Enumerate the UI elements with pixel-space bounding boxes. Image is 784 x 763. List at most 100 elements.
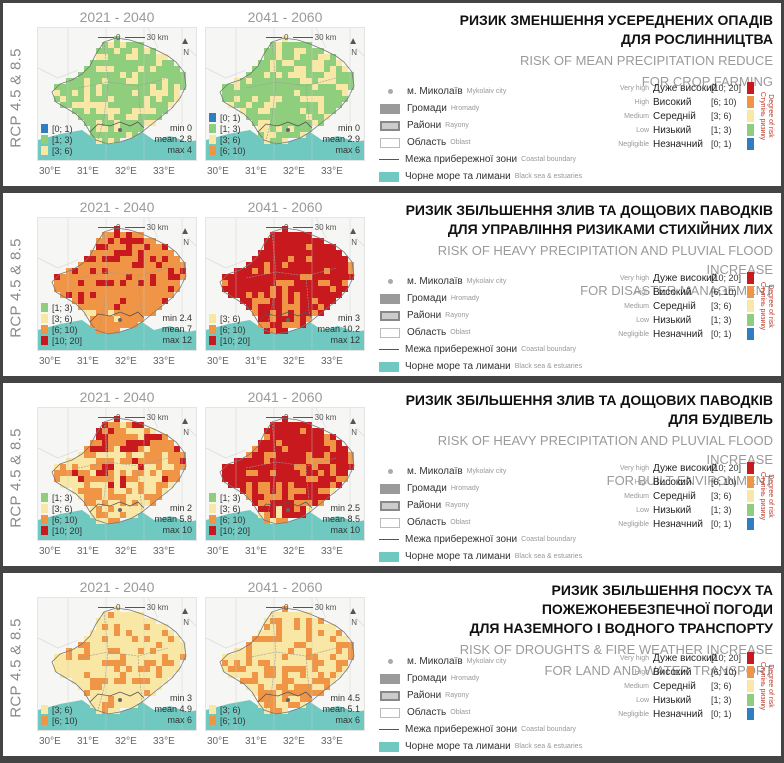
map-key-label-en: Oblast bbox=[450, 519, 471, 526]
risk-map[interactable]: 0 30 km ▲ N [0; 1) [1; 3) [3; 6) min 0 mean 2.8… bbox=[37, 27, 197, 161]
scale-label: 30 km bbox=[146, 33, 169, 42]
north-arrow-icon: ▲ bbox=[348, 416, 358, 427]
panel-titles: РИЗИК ЗМЕНШЕННЯ УСЕРЕДНЕНИХ ОПАДІВ ДЛЯ РО… bbox=[383, 11, 773, 91]
risk-cells bbox=[54, 606, 186, 714]
map-legend-item: [0; 1) bbox=[209, 112, 246, 123]
map-legend: [0; 1) [1; 3) [3; 6) [6; 10) bbox=[209, 112, 246, 156]
legend-label: [1; 3) bbox=[220, 123, 241, 134]
north-arrow-icon: ▲ bbox=[348, 606, 358, 617]
risk-level: Very high Дуже високий [10; 20] bbox=[607, 651, 773, 665]
legend-swatch bbox=[209, 705, 216, 714]
map-key-item: Чорне море та лимани Black sea & estuarie… bbox=[379, 738, 582, 755]
risk-level-swatch bbox=[747, 462, 754, 474]
map-key-item: Райони Rayony bbox=[379, 687, 539, 704]
legend-swatch bbox=[41, 146, 48, 155]
stat-line: mean 8.5 bbox=[322, 514, 360, 524]
legend-swatch bbox=[209, 716, 216, 725]
risk-level-range: [1; 3) bbox=[711, 505, 732, 515]
risk-map[interactable]: 0 30 km ▲ N [1; 3) [3; 6) [6; 10) [10; 20] min … bbox=[37, 407, 197, 541]
map-key-label: Область bbox=[407, 517, 447, 528]
map-legend: [1; 3) [3; 6) [6; 10) [10; 20] bbox=[41, 492, 82, 536]
legend-label: [6; 10) bbox=[220, 324, 246, 335]
map-key-label-en: Mykolaiv city bbox=[466, 88, 507, 95]
map-key-item: Область Oblast bbox=[379, 514, 539, 531]
sea-icon bbox=[379, 551, 399, 562]
risk-level-range: [10; 20] bbox=[711, 653, 742, 663]
risk-map[interactable]: 0 30 km ▲ N [3; 6) [6; 10) min 3 mean 4.9 max 6 bbox=[37, 597, 197, 731]
longitude-tick: 33°E bbox=[153, 546, 175, 557]
scale-label: 30 km bbox=[146, 223, 169, 232]
risk-level-range: [1; 3) bbox=[711, 315, 732, 325]
risk-degree-ua: Ступінь ризику bbox=[759, 281, 766, 331]
risk-level-en: Medium bbox=[624, 112, 649, 120]
risk-level-range: [0; 1) bbox=[711, 139, 732, 149]
risk-map[interactable]: 0 30 km ▲ N [3; 6) [6; 10) [10; 20] min 3 mean … bbox=[205, 217, 365, 351]
risk-level-ua: Дуже високий bbox=[653, 652, 718, 664]
map-key-item: Громади Hromady bbox=[379, 290, 539, 307]
risk-level-range: [6; 10) bbox=[711, 667, 737, 677]
risk-map[interactable]: 0 30 km ▲ N [1; 3) [3; 6) [6; 10) [10; 20] min … bbox=[205, 407, 365, 541]
risk-cells bbox=[54, 36, 186, 144]
scenario-text: RCP 4.5 & 8.5 bbox=[7, 48, 25, 148]
sea-icon bbox=[379, 361, 399, 372]
period-label: 2021 - 2040 bbox=[79, 9, 155, 25]
legend-label: [6; 10) bbox=[52, 324, 78, 335]
map-legend-item: [3; 6) bbox=[41, 503, 82, 514]
map-key-item: Область Oblast bbox=[379, 704, 539, 721]
longitude-tick: 30°E bbox=[207, 166, 229, 177]
title-ua: РИЗИК ЗБІЛЬШЕННЯ ЗЛИВ ТА ДОЩОВИХ ПАВОДКІ… bbox=[405, 202, 773, 218]
map-legend-item: [10; 20] bbox=[209, 335, 250, 346]
risk-level-en: Medium bbox=[624, 492, 649, 500]
risk-level: Medium Середній [3; 6) bbox=[607, 109, 773, 123]
title-ua: РИЗИК ЗБІЛЬШЕННЯ ПОСУХ ТА ПОЖЕЖОНЕБЕЗПЕЧ… bbox=[541, 582, 773, 617]
north-arrow-icon: ▲ bbox=[180, 606, 190, 617]
map-key-item: Райони Rayony bbox=[379, 117, 539, 134]
legend-swatch bbox=[209, 124, 216, 133]
map-key-label: Чорне море та лимани bbox=[405, 171, 511, 182]
sea-area bbox=[206, 700, 364, 730]
risk-level: High Високий [6; 10) bbox=[607, 95, 773, 109]
risk-map[interactable]: 0 30 km ▲ N [3; 6) [6; 10) min 4.5 mean 5.1 max… bbox=[205, 597, 365, 731]
longitude-tick: 33°E bbox=[153, 736, 175, 747]
legend-swatch bbox=[41, 336, 48, 345]
map-key-label: м. Миколаїв bbox=[407, 86, 463, 97]
risk-level-ua: Дуже високий bbox=[653, 272, 718, 284]
map-key-label: Райони bbox=[407, 500, 442, 511]
stat-line: min 0 bbox=[169, 123, 192, 133]
risk-map[interactable]: 0 30 km ▲ N [1; 3) [3; 6) [6; 10) [10; 20] min … bbox=[37, 217, 197, 351]
map-key-label-en: Hromady bbox=[450, 295, 480, 302]
white-box-icon bbox=[379, 137, 401, 148]
map-legend: [1; 3) [3; 6) [6; 10) [10; 20] bbox=[41, 302, 82, 346]
risk-level: High Високий [6; 10) bbox=[607, 665, 773, 679]
longitude-tick: 30°E bbox=[207, 546, 229, 557]
city-marker bbox=[286, 508, 290, 512]
risk-cells bbox=[222, 36, 354, 144]
scenario-text: RCP 4.5 & 8.5 bbox=[7, 618, 25, 718]
map-key-item: Межа прибережної зони Coastal boundary bbox=[379, 151, 576, 168]
panel-titles: РИЗИК ЗБІЛЬШЕННЯ ЗЛИВ ТА ДОЩОВИХ ПАВОДКІ… bbox=[383, 201, 773, 300]
sea-area bbox=[206, 320, 364, 350]
map-key-label-en: Oblast bbox=[450, 139, 471, 146]
stat-line: min 2.5 bbox=[330, 503, 360, 513]
sea-icon bbox=[379, 171, 399, 182]
risk-legend: Very high Дуже високий [10; 20] High Високий… bbox=[607, 461, 774, 531]
map-stats: min 4.5 mean 5.1 max 6 bbox=[322, 693, 360, 726]
legend-label: [1; 3) bbox=[220, 492, 241, 503]
legend-label: [3; 6) bbox=[220, 704, 241, 715]
map-key-item: Райони Rayony bbox=[379, 497, 539, 514]
map-key-item: РельєфTerrain bbox=[379, 185, 539, 186]
risk-level-ua: Середній bbox=[653, 490, 696, 502]
title-en: RISK OF MEAN PRECIPITATION REDUCE bbox=[519, 53, 773, 68]
title-en: RISK OF HEAVY PRECIPITATION AND PLUVIAL … bbox=[437, 433, 773, 467]
legend-label: [6; 10) bbox=[52, 715, 78, 726]
map-legend-item: [3; 6) bbox=[209, 503, 250, 514]
north-arrow-icon: ▲ bbox=[180, 226, 190, 237]
longitude-tick: 31°E bbox=[77, 736, 99, 747]
risk-legend: Very high Дуже високий [10; 20] High Високий… bbox=[607, 81, 774, 151]
map-key-label-en: Coastal boundary bbox=[521, 536, 577, 543]
scale-bar: 0 30 km bbox=[266, 33, 336, 42]
map-key-label: Межа прибережної зони bbox=[405, 724, 518, 735]
map-key-label-en: Rayony bbox=[445, 692, 469, 699]
risk-level-en: Very high bbox=[619, 464, 649, 472]
